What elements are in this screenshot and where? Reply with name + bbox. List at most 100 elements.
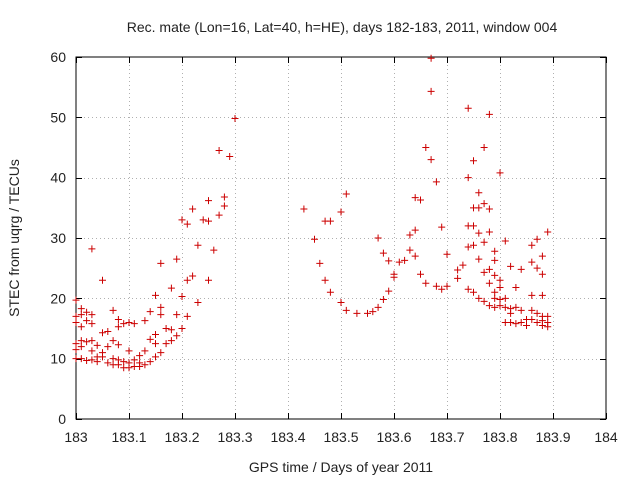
data-point	[93, 341, 101, 349]
data-point	[99, 276, 106, 284]
data-point	[454, 274, 462, 282]
data-point	[125, 364, 133, 372]
y-tick-label: 50	[50, 109, 66, 125]
data-point	[210, 246, 218, 254]
x-tick-label: 183.5	[323, 429, 358, 445]
chart-title: Rec. mate (Lon=16, Lat=40, h=HE), days 1…	[127, 19, 558, 35]
data-point	[220, 202, 228, 210]
data-point	[146, 308, 154, 316]
data-point	[77, 323, 85, 331]
data-point	[475, 255, 483, 263]
data-point	[152, 291, 159, 299]
data-point	[231, 115, 239, 123]
data-point	[533, 264, 541, 272]
data-point	[194, 299, 202, 307]
data-point	[109, 355, 117, 363]
data-point	[544, 228, 552, 236]
data-point	[480, 297, 488, 305]
data-point	[528, 258, 536, 266]
data-point	[99, 329, 106, 337]
data-point	[464, 104, 472, 112]
data-point	[523, 321, 530, 329]
data-point	[379, 296, 387, 304]
x-tick-label: 184	[594, 429, 618, 445]
data-point	[152, 340, 159, 348]
data-point	[538, 291, 546, 299]
data-point	[538, 321, 546, 329]
data-point	[199, 216, 207, 224]
data-point	[533, 318, 541, 326]
data-point	[470, 157, 477, 165]
data-point	[83, 338, 91, 346]
data-point	[183, 312, 191, 320]
data-point	[178, 293, 186, 301]
data-point	[485, 279, 493, 287]
data-point	[395, 258, 403, 266]
data-point	[374, 303, 382, 311]
data-point	[167, 326, 175, 334]
data-point	[114, 361, 122, 369]
data-point	[83, 356, 91, 364]
data-point	[427, 156, 435, 164]
data-point	[215, 211, 223, 219]
data-point	[485, 265, 493, 273]
data-point	[136, 352, 144, 360]
data-point	[512, 303, 520, 311]
x-tick-label: 183.7	[429, 429, 464, 445]
grid-lines	[76, 57, 606, 419]
data-point	[485, 302, 493, 310]
data-point	[480, 268, 488, 276]
data-point	[114, 323, 122, 331]
data-point	[109, 337, 117, 345]
data-point	[528, 241, 536, 249]
data-point	[501, 237, 509, 245]
data-point	[141, 347, 149, 355]
data-point	[385, 287, 393, 295]
data-point	[72, 346, 80, 354]
data-point	[321, 276, 329, 284]
data-point	[411, 226, 419, 234]
data-point	[72, 312, 80, 320]
data-point	[130, 320, 138, 328]
data-point	[337, 299, 345, 307]
y-tick-label: 60	[50, 49, 66, 65]
data-point	[496, 296, 504, 304]
data-point	[104, 343, 112, 351]
data-point	[146, 335, 154, 343]
data-point	[205, 276, 212, 284]
data-point	[464, 174, 472, 182]
data-point	[162, 325, 170, 332]
data-point	[189, 205, 197, 213]
data-point	[470, 288, 477, 296]
data-point	[507, 262, 515, 270]
data-point	[385, 257, 393, 265]
data-point	[491, 271, 499, 279]
data-point	[141, 361, 149, 369]
data-point	[99, 353, 106, 361]
data-point	[109, 306, 117, 314]
data-point	[88, 320, 96, 328]
data-point	[77, 305, 85, 313]
y-axis-label: STEC from uqrg / TECUs	[6, 159, 22, 317]
x-tick-label: 183	[64, 429, 88, 445]
y-tick-label: 10	[50, 351, 66, 367]
data-point	[183, 276, 191, 284]
data-point	[72, 296, 80, 304]
data-point	[491, 247, 499, 255]
data-point	[507, 318, 515, 326]
data-point	[189, 272, 197, 280]
x-tick-label: 183.6	[376, 429, 411, 445]
data-point	[114, 341, 122, 349]
data-point	[311, 235, 318, 243]
data-point	[178, 325, 186, 332]
data-point	[326, 288, 334, 296]
data-point	[411, 194, 419, 202]
data-point	[157, 303, 165, 311]
data-point	[77, 343, 85, 351]
data-point	[316, 259, 324, 267]
y-tick-label: 20	[50, 290, 66, 306]
data-point	[517, 265, 525, 273]
data-point	[337, 208, 345, 216]
data-point	[496, 283, 504, 291]
